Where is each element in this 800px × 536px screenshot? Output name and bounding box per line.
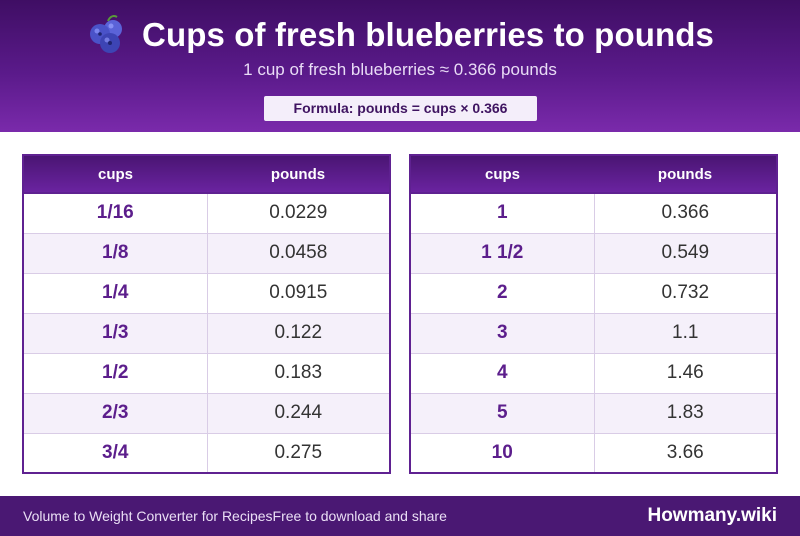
cups-cell: 1/16: [23, 192, 208, 233]
table-row: 1/3 0.122: [23, 312, 390, 353]
page-header: Cups of fresh blueberries to pounds 1 cu…: [0, 0, 800, 132]
table-row: 1/16 0.0229: [23, 192, 390, 233]
cups-cell: 1/4: [23, 272, 208, 313]
title-row: Cups of fresh blueberries to pounds: [0, 12, 800, 58]
pounds-cell: 0.122: [207, 312, 390, 353]
cups-cell: 1/3: [23, 312, 208, 353]
pounds-cell: 1.1: [594, 312, 777, 353]
cups-cell: 1/2: [23, 352, 208, 393]
cups-cell: 2: [410, 272, 595, 313]
cups-cell: 5: [410, 392, 595, 433]
pounds-cell: 1.46: [594, 352, 777, 393]
pounds-cell: 0.0915: [207, 272, 390, 313]
table-row: 1/8 0.0458: [23, 232, 390, 273]
cups-cell: 4: [410, 352, 595, 393]
pounds-cell: 0.0458: [207, 232, 390, 273]
cups-cell: 3/4: [23, 432, 208, 473]
pounds-cell: 0.366: [594, 192, 777, 233]
table-row: 2/3 0.244: [23, 392, 390, 433]
page-title: Cups of fresh blueberries to pounds: [142, 16, 714, 53]
converter-name: Volume to Weight Converter for Recipes: [23, 508, 273, 524]
pounds-cell: 0.549: [594, 232, 777, 273]
table-row: 5 1.83: [410, 392, 777, 433]
table-row: 3 1.1: [410, 312, 777, 353]
pounds-cell: 0.183: [207, 352, 390, 393]
table-row: 1 1/2 0.549: [410, 232, 777, 273]
pounds-cell: 0.0229: [207, 192, 390, 233]
table-row: 1 0.366: [410, 192, 777, 233]
conversion-table-left: cups pounds 1/16 0.0229 1/8 0.0458 1/4 0…: [22, 154, 391, 474]
pounds-cell: 0.244: [207, 392, 390, 433]
page-subtitle: 1 cup of fresh blueberries ≈ 0.366 pound…: [243, 60, 557, 79]
pounds-cell: 3.66: [594, 432, 777, 473]
cups-cell: 1: [410, 192, 595, 233]
pounds-cell: 1.83: [594, 392, 777, 433]
column-header-cups: cups: [410, 155, 594, 194]
cups-cell: 2/3: [23, 392, 208, 433]
table-row: 4 1.46: [410, 352, 777, 393]
table-header-row: cups pounds: [23, 155, 390, 194]
brand-name: Howmany.wiki: [647, 505, 777, 526]
page-footer: Volume to Weight Converter for RecipesFr…: [0, 496, 800, 536]
cups-cell: 1 1/2: [410, 232, 595, 273]
cups-cell: 1/8: [23, 232, 208, 273]
blueberries-icon: [90, 15, 123, 53]
table-row: 1/4 0.0915: [23, 272, 390, 313]
cups-cell: 10: [410, 432, 595, 473]
formula-badge: Formula: pounds = cups × 0.366: [264, 96, 537, 121]
column-header-pounds: pounds: [594, 155, 777, 194]
pounds-cell: 0.275: [207, 432, 390, 473]
conversion-table-right: cups pounds 1 0.366 1 1/2 0.549 2 0.732 …: [409, 154, 778, 474]
column-header-cups: cups: [23, 155, 207, 194]
footer-tagline: Free to download and share: [272, 508, 447, 524]
table-row: 10 3.66: [410, 432, 777, 473]
column-header-pounds: pounds: [207, 155, 390, 194]
table-row: 2 0.732: [410, 272, 777, 313]
table-row: 1/2 0.183: [23, 352, 390, 393]
footer-text: Volume to Weight Converter for RecipesFr…: [23, 508, 447, 524]
table-header-row: cups pounds: [410, 155, 777, 194]
cups-cell: 3: [410, 312, 595, 353]
pounds-cell: 0.732: [594, 272, 777, 313]
table-row: 3/4 0.275: [23, 432, 390, 473]
